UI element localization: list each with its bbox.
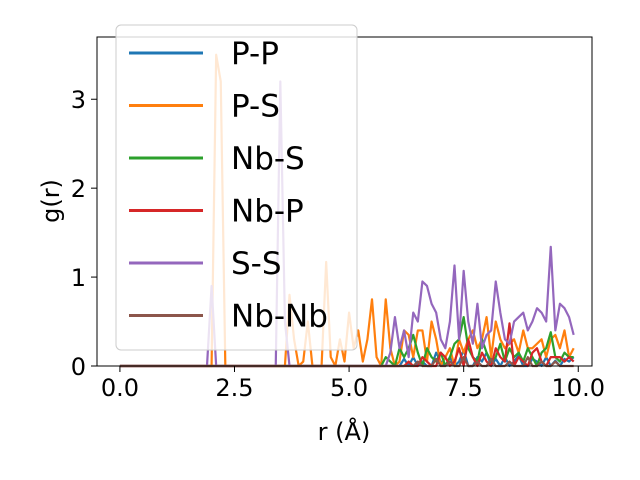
legend-label: S-S	[231, 246, 282, 282]
legend-label: P-P	[231, 36, 279, 72]
y-axis-label: g(r)	[37, 179, 65, 223]
legend-label: Nb-Nb	[231, 299, 328, 335]
x-axis-label: r (Å)	[318, 417, 371, 446]
x-tick-label: 2.5	[215, 374, 253, 402]
ticks-layer: 0.0 2.5 5.0 7.5 10.0 0 1 2 3	[71, 86, 605, 402]
x-tick-label: 5.0	[330, 374, 368, 402]
y-tick-label: 0	[71, 353, 86, 381]
x-tick-label: 0.0	[101, 374, 139, 402]
y-tick-label: 1	[71, 264, 86, 292]
y-tick-label: 3	[71, 86, 86, 114]
x-tick-label: 7.5	[445, 374, 483, 402]
legend-label: Nb-S	[231, 141, 305, 177]
y-tick-label: 2	[71, 175, 86, 203]
legend-label: P-S	[231, 89, 280, 125]
legend: P-P P-S Nb-S Nb-P S-S Nb-Nb	[115, 24, 358, 351]
x-tick-label: 10.0	[552, 374, 605, 402]
legend-label: Nb-P	[231, 194, 304, 230]
